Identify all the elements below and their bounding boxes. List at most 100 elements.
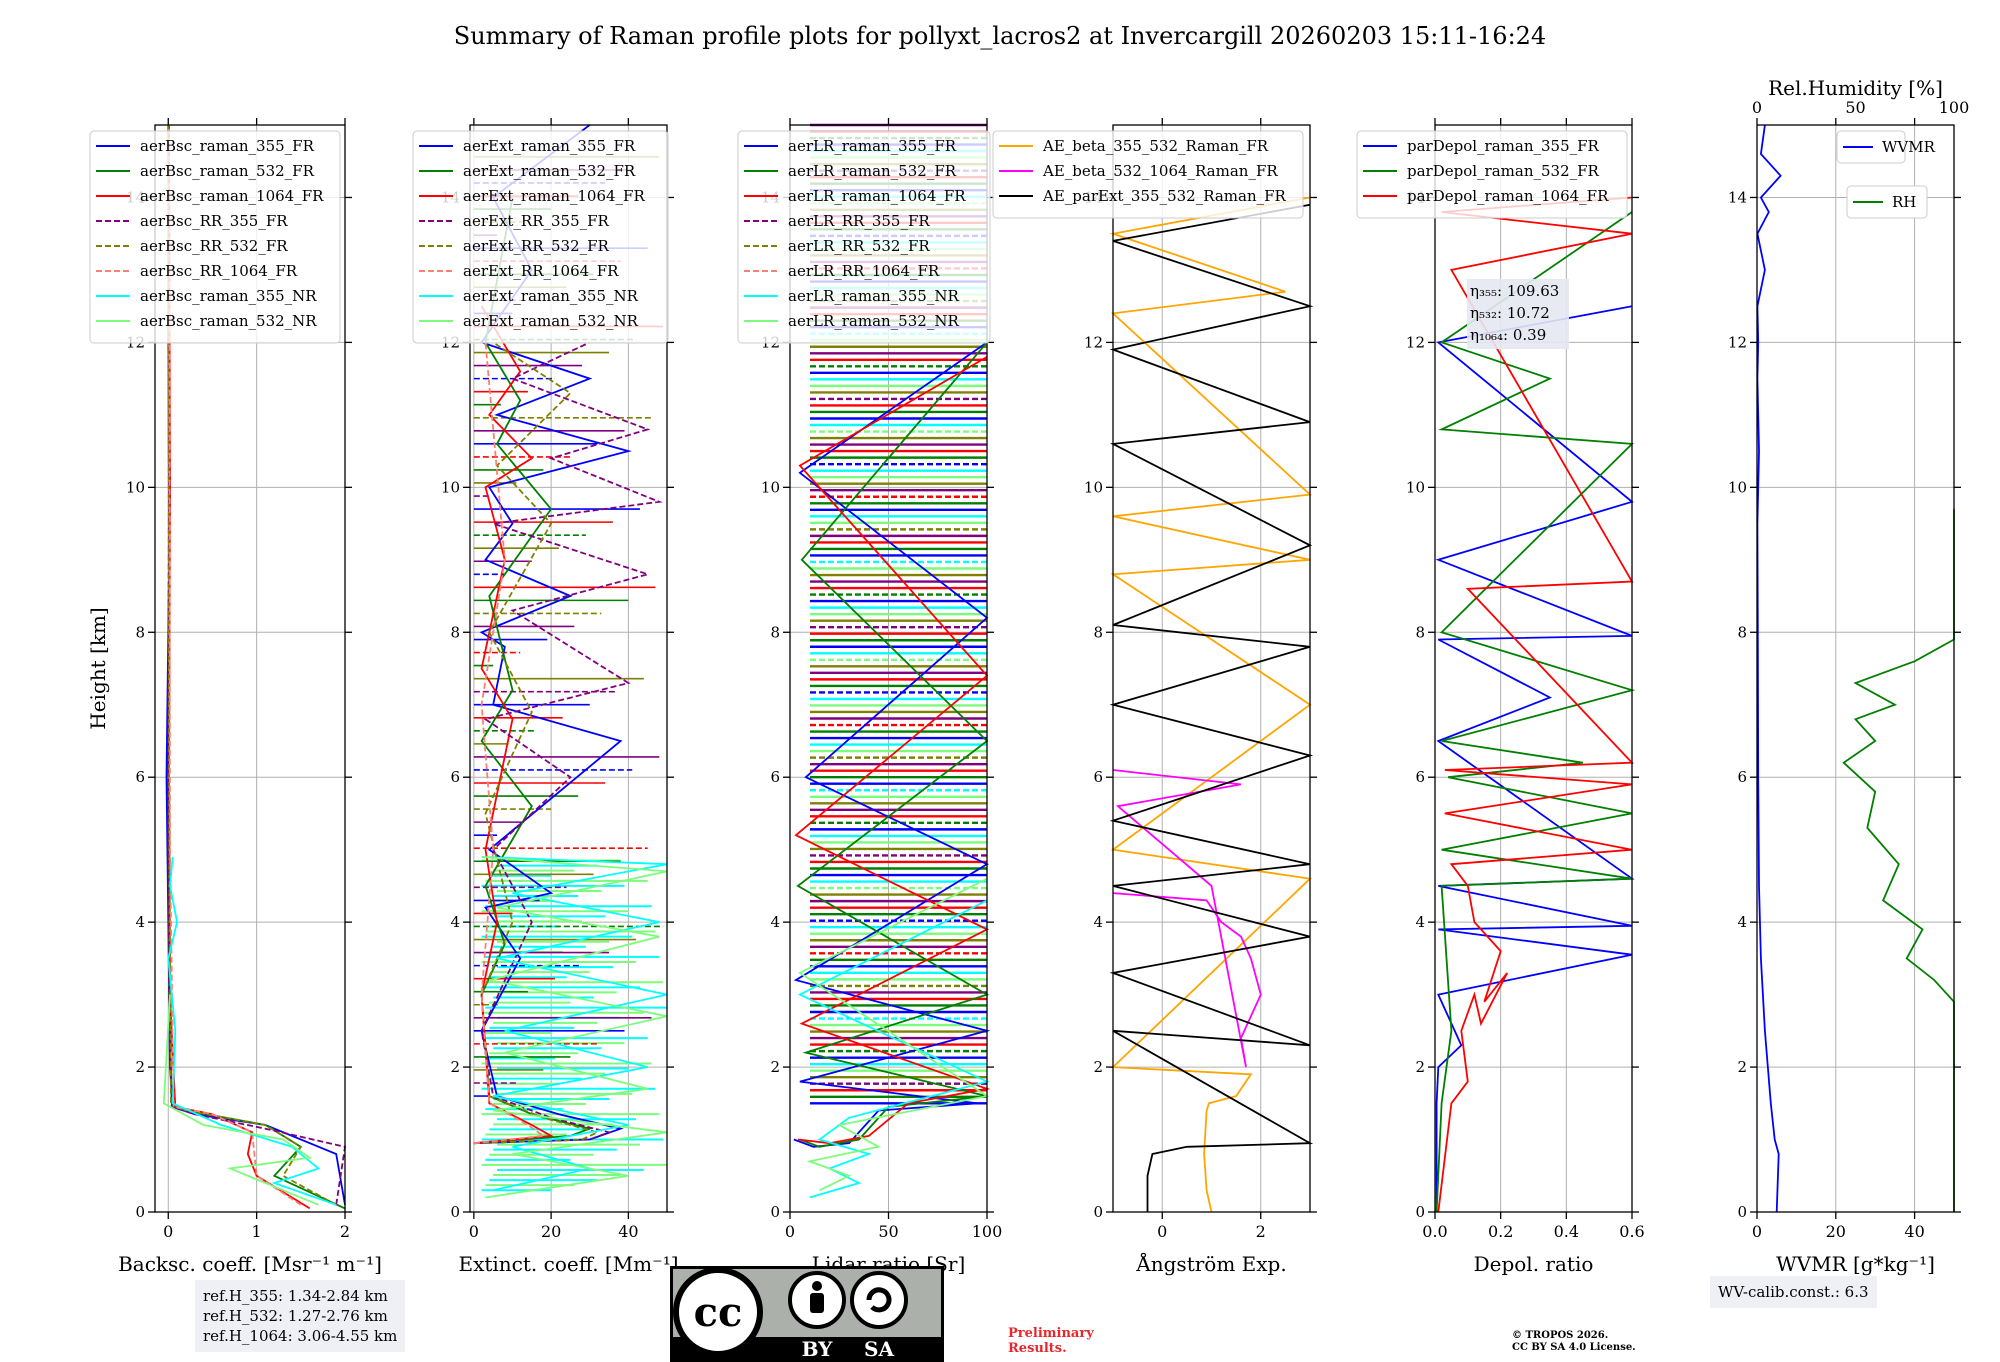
extinction-series-aerExt_raman_1064_FR [473,305,555,1145]
angstrom-legend-label-2: AE_parExt_355_532_Raman_FR [1042,187,1287,205]
extinction-ytick-label-2: 4 [450,913,460,931]
backscatter-ytick-label-0: 0 [135,1203,145,1221]
by-label: BY [802,1337,834,1361]
depol-annotation-0: η₃₅₅: 109.63 [1470,282,1559,300]
wvmr-ytick-label-2: 4 [1737,913,1747,931]
depol-ytick-label-1: 2 [1415,1058,1425,1076]
wvmr-ytick-label-6: 12 [1728,333,1747,351]
cc-logo-text: cc [694,1289,743,1336]
angstrom-xlabel: Ångström Exp. [1135,1251,1286,1276]
depol-legend-box [1356,130,1628,219]
extinction-xlabel: Extinct. coeff. [Mm⁻¹] [458,1252,678,1276]
depol-legend-label-1: parDepol_raman_532_FR [1407,162,1600,180]
extinction-ytick-label-3: 6 [450,768,460,786]
ref-height-1064: ref.H_1064: 3.06-4.55 km [203,1327,398,1345]
lidar_ratio-series-aerLR_raman_532_NR [798,877,990,1192]
backscatter-legend-label-2: aerBsc_raman_1064_FR [140,187,324,205]
extinction-legend-label-4: aerExt_RR_532_FR [463,237,610,255]
angstrom-xtick-label-0: 0 [1157,1222,1167,1241]
lidar_ratio-legend-box [737,130,991,344]
ref-height-532: ref.H_532: 1.27-2.76 km [203,1307,388,1325]
cc-by-sa-logo: cc BY SA [670,1266,944,1362]
backscatter-legend-label-0: aerBsc_raman_355_FR [140,137,315,155]
backscatter-ytick-label-5: 10 [126,478,145,496]
lidar_ratio-series-aerLR_raman_355_NR [797,899,990,1199]
wvmr-top-xlabel: Rel.Humidity [%] [1768,76,1943,100]
backscatter-ytick-label-3: 6 [135,768,145,786]
wvmr-ytick-label-3: 6 [1737,768,1747,786]
extinction-legend-box [412,130,669,344]
extinction-xtick-label-2: 40 [618,1222,638,1241]
lidar_ratio-ytick-label-5: 10 [761,478,780,496]
backscatter-series-aerBsc_RR_1064_FR [168,124,302,1206]
wvmr-series-WVMR [1756,124,1782,1213]
backscatter-legend-label-6: aerBsc_raman_355_NR [140,287,317,305]
sa-label: SA [864,1337,894,1361]
depol-legend-label-0: parDepol_raman_355_FR [1407,137,1600,155]
depol-xtick-label-1: 0.2 [1488,1222,1513,1241]
lidar_ratio-xtick-label-0: 0 [785,1222,795,1241]
extinction-ytick-label-4: 8 [450,623,460,641]
backscatter-legend-label-4: aerBsc_RR_532_FR [140,237,288,255]
wvmr-legend-label-wvmr: WVMR [1882,138,1936,156]
angstrom-legend-label-0: AE_beta_355_532_Raman_FR [1042,137,1269,155]
extinction-series-aerExt_RR_355_FR [473,341,663,1145]
backscatter-xtick-label-0: 0 [163,1222,173,1241]
depol-legend-label-2: parDepol_raman_1064_FR [1407,187,1609,205]
depol-xlabel: Depol. ratio [1474,1252,1594,1276]
lidar_ratio-xtick-label-1: 50 [878,1222,898,1241]
angstrom-ytick-label-5: 10 [1084,478,1103,496]
lidar_ratio-legend-label-0: aerLR_raman_355_FR [788,137,957,155]
sa-share-alike-icon [850,1271,908,1329]
extinction-series-aerExt_raman_532_NR [481,856,668,1199]
lidar_ratio-ytick-label-1: 2 [770,1058,780,1076]
backscatter-ytick-label-4: 8 [135,623,145,641]
lidar_ratio-legend-label-6: aerLR_raman_355_NR [788,287,959,305]
wvmr-xtick-label-0: 0 [1752,1222,1762,1241]
cc-logo-circle [673,1267,763,1357]
extinction-legend-label-1: aerExt_raman_532_FR [463,162,636,180]
wv-calibration-constant: WV-calib.const.: 6.3 [1718,1283,1869,1301]
by-person-body [810,1293,824,1313]
backscatter-series-aerBsc_raman_355_NR [167,856,337,1206]
depol-ytick-label-5: 10 [1406,478,1425,496]
extinction-series-aerExt_raman_355_NR [481,856,668,1192]
lidar_ratio-ytick-label-2: 4 [770,913,780,931]
backscatter-ytick-label-1: 2 [135,1058,145,1076]
wvmr-series-RH [1842,509,1955,1212]
wvmr-xlabel: WVMR [g*kg⁻¹] [1776,1252,1935,1276]
extinction-ytick-label-1: 2 [450,1058,460,1076]
angstrom-axes-frame [1112,124,1311,1213]
angstrom-legend-label-1: AE_beta_532_1064_Raman_FR [1042,162,1278,180]
wvmr-legend-box-rh [1846,185,1928,219]
extinction-series-aerExt_RR_1064_FR [473,342,546,1145]
wvmr-ytick-label-0: 0 [1737,1203,1747,1221]
lidar_ratio-ytick-label-0: 0 [770,1203,780,1221]
backscatter-xtick-label-2: 2 [340,1222,350,1241]
copyright-line1: © TROPOS 2026. [1512,1330,1609,1341]
backscatter-legend-label-1: aerBsc_raman_532_FR [140,162,315,180]
extinction-legend-label-0: aerExt_raman_355_FR [463,137,636,155]
depol-xtick-label-2: 0.4 [1554,1222,1579,1241]
extinction-ytick-label-0: 0 [450,1203,460,1221]
extinction-legend-label-2: aerExt_raman_1064_FR [463,187,645,205]
wv-calibration-box: WV-calib.const.: 6.3 [1710,1276,1877,1308]
extinction-legend-label-3: aerExt_RR_355_FR [463,212,610,230]
lidar_ratio-series-aerLR_raman_532_FR [796,341,990,1148]
extinction-legend-label-7: aerExt_raman_532_NR [463,312,639,330]
angstrom-xtick-label-1: 2 [1256,1222,1266,1241]
depol-annotation-box [1467,279,1569,349]
backscatter-xlabel: Backsc. coeff. [Msr⁻¹ m⁻¹] [118,1252,382,1276]
extinction-legend-label-6: aerExt_raman_355_NR [463,287,639,305]
angstrom-ytick-label-3: 6 [1093,768,1103,786]
preliminary-note: Preliminary Results. [1008,1326,1094,1356]
wvmr-ytick-label-5: 10 [1728,478,1747,496]
depol-series-parDepol_raman_532_FR [1435,211,1636,1213]
wvmr-xtick-label-1: 20 [1826,1222,1846,1241]
angstrom-ytick-label-6: 12 [1084,333,1103,351]
wvmr-ytick-label-7: 14 [1728,188,1747,206]
depol-ytick-label-2: 4 [1415,913,1425,931]
depol-ytick-label-4: 8 [1415,623,1425,641]
